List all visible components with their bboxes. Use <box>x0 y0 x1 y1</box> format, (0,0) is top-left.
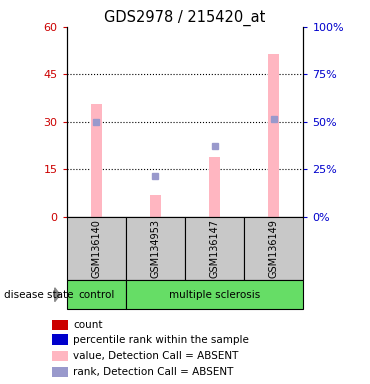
Bar <box>209 157 220 217</box>
Bar <box>91 104 101 217</box>
Bar <box>126 217 185 280</box>
Title: GDS2978 / 215420_at: GDS2978 / 215420_at <box>104 9 266 25</box>
Text: GSM136149: GSM136149 <box>269 219 279 278</box>
Bar <box>53 334 68 345</box>
Bar <box>150 195 161 217</box>
Text: percentile rank within the sample: percentile rank within the sample <box>73 335 249 345</box>
Bar <box>185 217 244 280</box>
Bar <box>67 217 126 280</box>
Bar <box>53 367 68 377</box>
Polygon shape <box>55 288 60 302</box>
Bar <box>67 280 126 309</box>
Text: value, Detection Call = ABSENT: value, Detection Call = ABSENT <box>73 351 238 361</box>
Bar <box>53 351 68 361</box>
Text: GSM134953: GSM134953 <box>150 219 161 278</box>
Bar <box>244 217 303 280</box>
Bar <box>126 280 303 309</box>
Text: control: control <box>78 290 114 300</box>
Bar <box>269 54 279 217</box>
Text: multiple sclerosis: multiple sclerosis <box>169 290 260 300</box>
Text: GSM136140: GSM136140 <box>91 219 101 278</box>
Text: GSM136147: GSM136147 <box>209 219 220 278</box>
Bar <box>53 319 68 330</box>
Text: rank, Detection Call = ABSENT: rank, Detection Call = ABSENT <box>73 367 233 377</box>
Text: count: count <box>73 320 102 330</box>
Text: disease state: disease state <box>4 290 73 300</box>
